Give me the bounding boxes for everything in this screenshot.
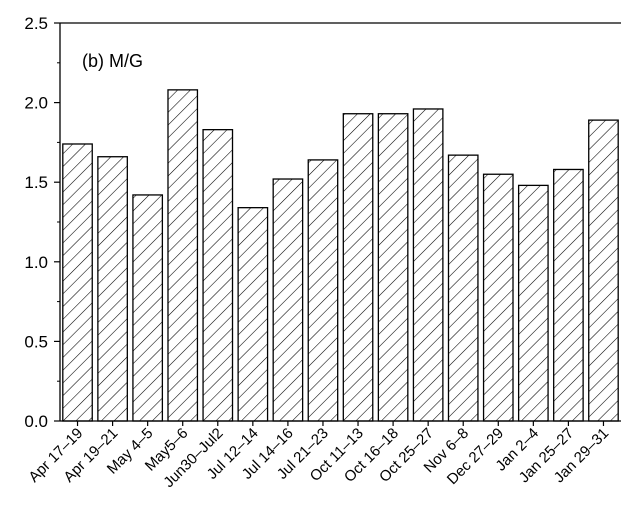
y-tick-label: 2.0 — [24, 94, 48, 113]
bar-14 — [517, 184, 549, 422]
bar-9 — [342, 113, 374, 422]
bar-15 — [553, 168, 584, 422]
y-tick-label: 2.5 — [24, 14, 48, 33]
panel-annotation: (b) M/G — [82, 51, 143, 71]
bar-2 — [97, 156, 128, 422]
bar-11 — [412, 108, 444, 422]
bar-3 — [132, 194, 164, 422]
bar-13 — [482, 173, 514, 422]
y-tick-label: 1.5 — [24, 173, 48, 192]
y-axis-ticks: 0.0 0.5 1.0 1.5 2.0 2.5 — [24, 14, 60, 431]
bar-7 — [272, 178, 304, 422]
bar-8 — [307, 159, 339, 422]
y-tick-label: 0.5 — [24, 332, 48, 351]
bar-1 — [62, 143, 93, 422]
bar-12 — [447, 154, 479, 422]
bar-5 — [202, 129, 234, 422]
y-tick-label: 0.0 — [24, 412, 48, 431]
bar-6 — [237, 207, 269, 422]
bars-group — [62, 89, 619, 422]
bar-10 — [377, 113, 409, 422]
bar-4 — [167, 89, 199, 422]
bar-16 — [588, 119, 619, 422]
y-tick-label: 1.0 — [24, 253, 48, 272]
